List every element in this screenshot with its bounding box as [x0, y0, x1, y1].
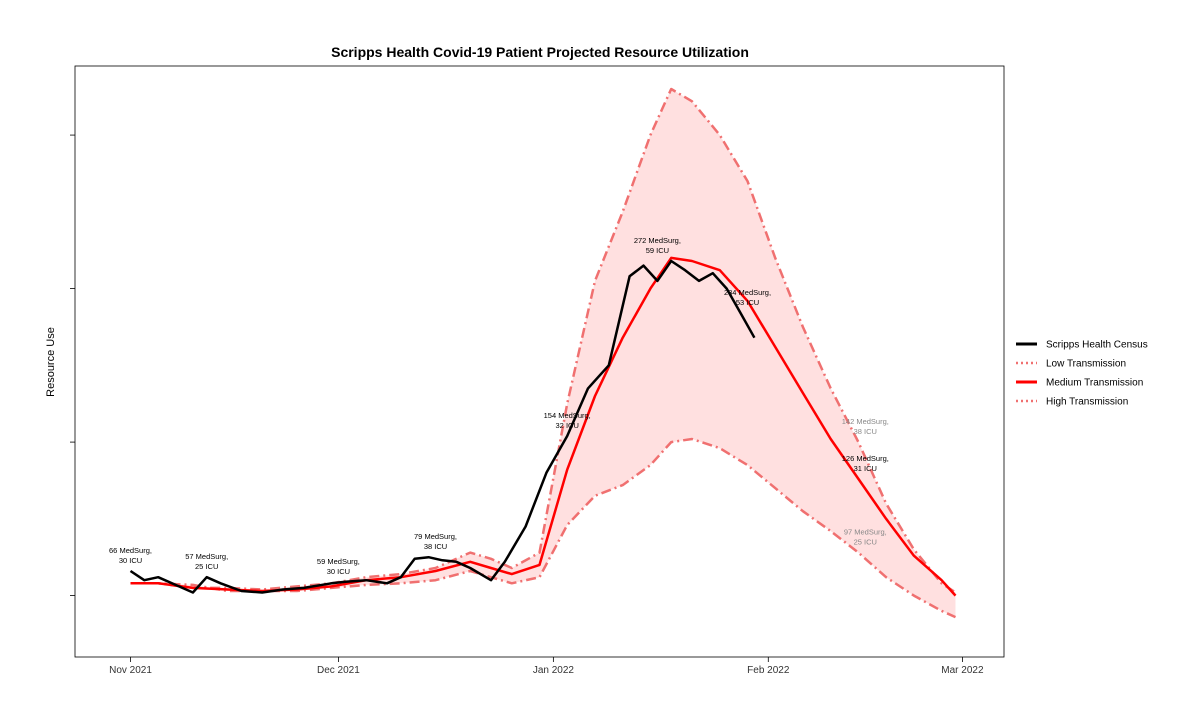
- annotation-sublabel-3: 38 ICU: [424, 542, 447, 551]
- annotation-label-5: 272 MedSurg,: [634, 236, 681, 245]
- census-line: [129, 259, 756, 594]
- legend-label-3: High Transmission: [1046, 397, 1128, 408]
- annotation-label-4: 154 MedSurg,: [544, 411, 591, 420]
- x-tick-label-0: Nov 2021: [109, 665, 152, 676]
- series-layer: [129, 87, 957, 619]
- annotation-sublabel-4: 32 ICU: [556, 421, 579, 430]
- x-tick-label-3: Feb 2022: [747, 665, 790, 676]
- annotation-sublabel-5: 59 ICU: [646, 246, 669, 255]
- annotation-label-9: 97 MedSurg,: [844, 528, 887, 537]
- transmission-band: [130, 89, 956, 618]
- annotation-label-7: 142 MedSurg,: [842, 417, 889, 426]
- chart-title: Scripps Health Covid-19 Patient Projecte…: [331, 44, 749, 60]
- high-transmission-line: [130, 87, 957, 594]
- annotation-sublabel-7: 38 ICU: [854, 427, 877, 436]
- annotation-sublabel-2: 30 ICU: [327, 567, 350, 576]
- x-tick-label-2: Jan 2022: [533, 665, 575, 676]
- x-tick-label-1: Dec 2021: [317, 665, 360, 676]
- annotation-sublabel-6: 53 ICU: [736, 298, 759, 307]
- annotation-label-0: 66 MedSurg,: [109, 546, 152, 555]
- annotation-label-8: 126 MedSurg,: [842, 454, 889, 463]
- x-tick-label-4: Mar 2022: [941, 665, 984, 676]
- annotation-sublabel-8: 31 ICU: [854, 464, 877, 473]
- legend-label-0: Scripps Health Census: [1046, 340, 1148, 351]
- annotation-sublabel-1: 25 ICU: [195, 562, 218, 571]
- legend-label-2: Medium Transmission: [1046, 378, 1143, 389]
- annotation-sublabel-9: 25 ICU: [854, 538, 877, 547]
- band-layer: [130, 89, 956, 618]
- annotation-label-1: 57 MedSurg,: [185, 552, 228, 561]
- annotation-label-6: 234 MedSurg,: [724, 288, 771, 297]
- y-axis-label: Resource Use: [45, 327, 57, 397]
- annotation-label-3: 79 MedSurg,: [414, 532, 457, 541]
- axis-layer: Nov 2021 Dec 2021 Jan 2022 Feb 2022 Mar 2022: [70, 134, 984, 676]
- annotation-label-2: 59 MedSurg,: [317, 557, 360, 566]
- legend: Scripps Health Census Low Transmission Med…: [1016, 340, 1148, 408]
- annotation-sublabel-0: 30 ICU: [119, 556, 142, 565]
- legend-label-1: Low Transmission: [1046, 359, 1126, 370]
